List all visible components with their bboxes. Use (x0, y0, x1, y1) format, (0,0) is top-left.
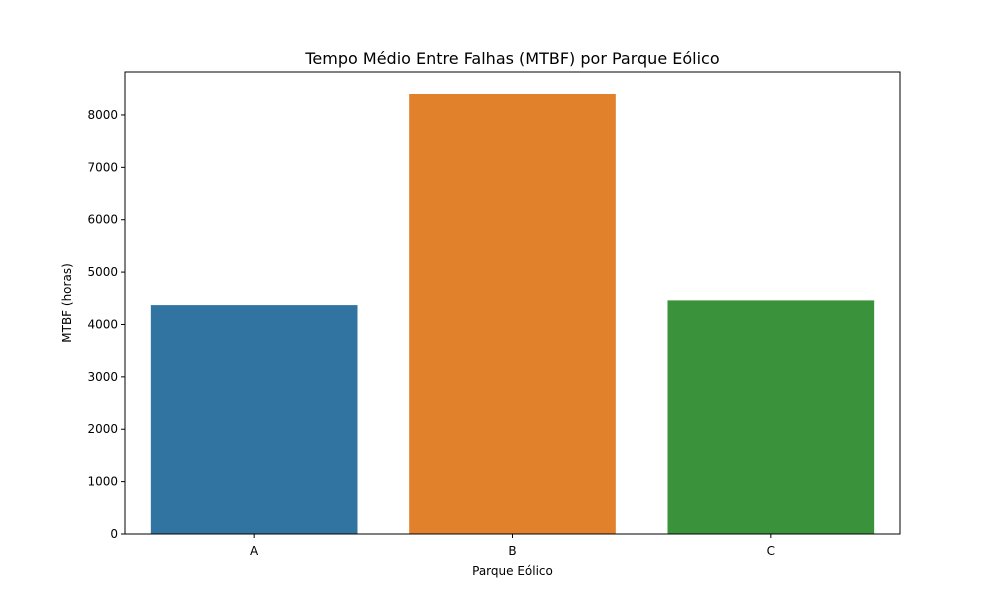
bar-a (150, 305, 358, 534)
y-tick-label: 8000 (87, 108, 118, 122)
y-tick-label: 4000 (87, 317, 118, 331)
y-tick-label: 7000 (87, 160, 118, 174)
y-tick-label: 2000 (87, 422, 118, 436)
x-axis-ticks: A B C (250, 534, 775, 558)
x-axis-label: Parque Eólico (472, 564, 553, 578)
bar-c (667, 300, 875, 534)
x-tick-label: C (767, 544, 775, 558)
plot-frame (124, 71, 901, 535)
bar-b (409, 94, 616, 534)
chart-title: Tempo Médio Entre Falhas (MTBF) por Parq… (304, 49, 719, 68)
bars-group (150, 94, 875, 534)
x-tick-label: A (250, 544, 259, 558)
y-axis-label: MTBF (horas) (60, 263, 74, 342)
y-tick-label: 1000 (87, 475, 118, 489)
y-tick-label: 3000 (87, 370, 118, 384)
y-tick-label: 0 (110, 527, 118, 541)
y-tick-label: 5000 (87, 265, 118, 279)
y-tick-label: 6000 (87, 213, 118, 227)
y-axis-ticks: 0 1000 2000 3000 4000 5000 6000 7000 8000 (87, 108, 125, 541)
x-tick-label: B (508, 544, 516, 558)
